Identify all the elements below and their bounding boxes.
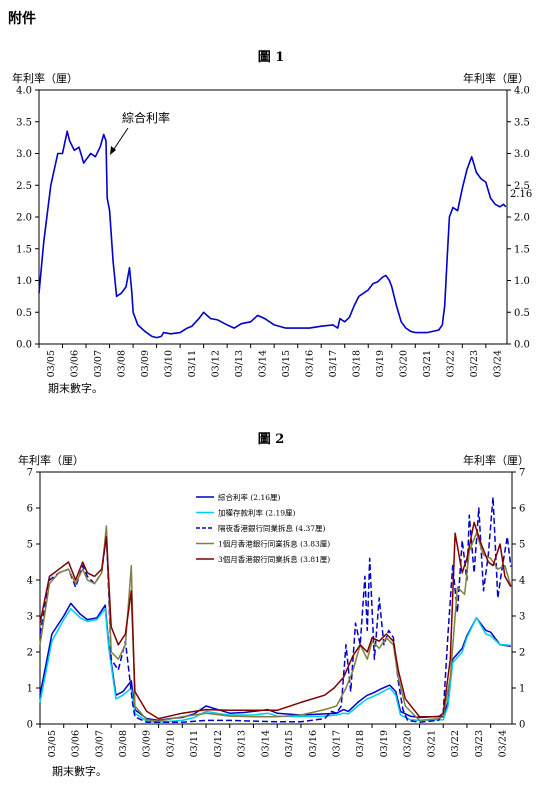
- chart2-xtick-label: 03/15: [284, 730, 295, 757]
- chart2-ytick-label-right: 1: [519, 684, 525, 695]
- chart1-xtick-label: 03/05: [46, 350, 57, 377]
- chart1-ytick-label-left: 2.5: [16, 181, 32, 192]
- chart2-xtick-label: 03/09: [142, 730, 153, 757]
- chart2-xtick-label: 03/08: [118, 730, 129, 757]
- chart1-xtick-label: 03/07: [93, 350, 104, 377]
- chart2-xtick-label: 03/24: [498, 730, 509, 757]
- chart1-title: 圖 1: [257, 50, 285, 65]
- chart1-xtick-label: 03/20: [399, 350, 410, 377]
- chart2-legend-entry: 加權存款利率 (2.19厘): [218, 508, 296, 518]
- chart2-xtick-label: 03/21: [426, 730, 437, 757]
- chart1-ytick-label-left: 4.0: [16, 86, 32, 97]
- chart2-xtick-label: 03/07: [94, 730, 105, 757]
- chart1-ytick-label-left: 1.5: [16, 244, 32, 255]
- chart2-title: 圖 2: [257, 432, 285, 447]
- chart2-xtick-label: 03/20: [403, 730, 414, 757]
- chart2-ytick-label-left: 7: [27, 468, 33, 479]
- chart1-ytick-label-left: 0.0: [16, 340, 32, 351]
- chart2-ytick-label-right: 2: [519, 648, 525, 659]
- chart2-ytick-label-left: 6: [27, 504, 33, 515]
- chart2-ytick-label-left: 0: [27, 720, 33, 731]
- chart2-plot-frame: [39, 471, 513, 725]
- chart1-ytick-label-right: 2.5: [514, 181, 530, 192]
- chart1-xtick-label: 03/11: [187, 350, 198, 377]
- chart2-xtick-label: 03/23: [474, 730, 485, 757]
- chart1-series-line: [38, 130, 507, 339]
- chart2-ytick-label-left: 5: [27, 540, 33, 551]
- chart2-series-line: [39, 525, 512, 722]
- chart2-xtick-label: 03/16: [308, 730, 319, 757]
- chart1-ytick-label-left: 1.0: [16, 276, 32, 287]
- chart1-ylabel-right: 年利率（厘）: [463, 72, 529, 85]
- chart1-ytick-label-right: 3.0: [514, 149, 530, 160]
- chart1-xtick-label: 03/17: [328, 350, 339, 377]
- chart2-legend-entry: 隔夜香港銀行同業拆息 (4.37厘): [218, 523, 326, 533]
- chart2-legend: 綜合利率 (2.16厘) 加權存款利率 (2.19厘) 隔夜香港銀行同業拆息 (4.…: [196, 492, 330, 564]
- chart1-ytick-label-right: 0.5: [514, 308, 530, 319]
- chart2-ytick-label-right: 3: [519, 612, 525, 623]
- chart2-legend-entry: 綜合利率 (2.16厘): [218, 492, 281, 502]
- chart1-xtick-label: 03/18: [351, 350, 362, 377]
- chart2-xtick-label: 03/14: [260, 730, 271, 757]
- chart2-xtick-label: 03/17: [331, 730, 342, 757]
- chart1-ylabel-left: 年利率（厘）: [12, 72, 78, 85]
- chart2-xtick-label: 03/05: [47, 730, 58, 757]
- chart1-xtick-label: 03/15: [281, 350, 292, 377]
- chart2-xtick-label: 03/22: [450, 730, 461, 757]
- chart1-annotation-arrow-shaft: [111, 127, 129, 153]
- chart1-ytick-label-right: 1.0: [514, 276, 530, 287]
- chart1-ytick-label-right: 1.5: [514, 244, 530, 255]
- chart2-xtick-label: 03/19: [379, 730, 390, 757]
- chart2-ylabel-right: 年利率（厘）: [463, 454, 529, 467]
- chart1-end-label: 2.16: [510, 189, 532, 200]
- chart1-ytick-label-right: 4.0: [514, 86, 530, 97]
- chart1-footnote: 期末數字。: [48, 382, 103, 395]
- chart2-footnote: 期末數字。: [52, 765, 107, 778]
- chart1-xtick-label: 03/09: [140, 350, 151, 377]
- chart2-xtick-label: 03/18: [355, 730, 366, 757]
- chart1-xtick-label: 03/21: [422, 350, 433, 377]
- chart1-ytick-label-right: 2.0: [514, 213, 530, 224]
- chart1-xtick-label: 03/22: [446, 350, 457, 377]
- chart2-ytick-label-right: 6: [519, 504, 525, 515]
- chart2-xtick-label: 03/06: [71, 730, 82, 757]
- chart1-xtick-label: 03/23: [469, 350, 480, 377]
- chart1-ytick-label-left: 3.0: [16, 149, 32, 160]
- chart2-xtick-label: 03/13: [237, 730, 248, 757]
- chart1-xtick-label: 03/12: [210, 350, 221, 377]
- chart1-ytick-label-left: 3.5: [16, 117, 32, 128]
- chart2-series-line: [39, 521, 512, 720]
- chart2-legend-entry: 1個月香港銀行同業拆息 (3.83厘): [218, 539, 330, 549]
- chart1-ytick-label-right: 3.5: [514, 117, 530, 128]
- chart2-ytick-label-right: 4: [519, 576, 525, 587]
- chart1-xtick-label: 03/06: [69, 350, 80, 377]
- chart1-plot: 0.0 0.0 0.5 0.5 1.0 1.0 1.5 1.5 2.0 2.0 2.5 2.5 3.0 3…: [16, 86, 532, 378]
- annex-label: 附件: [8, 11, 36, 27]
- chart2-ytick-label-left: 3: [27, 612, 33, 623]
- chart2-xtick-label: 03/11: [189, 730, 200, 757]
- chart2-ytick-label-left: 4: [27, 576, 33, 587]
- chart2-ytick-label-right: 7: [519, 468, 525, 479]
- chart1-ytick-label-right: 0.0: [514, 340, 530, 351]
- chart2-ytick-label-right: 5: [519, 540, 525, 551]
- chart2-ylabel-left: 年利率（厘）: [18, 454, 84, 467]
- chart2-xtick-label: 03/12: [213, 730, 224, 757]
- chart2-xtick-label: 03/10: [165, 730, 176, 757]
- chart1-xtick-label: 03/10: [163, 350, 174, 377]
- chart1-xtick-label: 03/13: [234, 350, 245, 377]
- chart1-annotation: 綜合利率: [122, 110, 170, 125]
- chart2-ytick-label-left: 1: [27, 684, 33, 695]
- chart1-xtick-label: 03/24: [493, 350, 504, 377]
- chart1-ytick-label-left: 2.0: [16, 213, 32, 224]
- chart2-ytick-label-right: 0: [519, 720, 525, 731]
- chart2-ytick-label-left: 2: [27, 648, 33, 659]
- chart1-ytick-label-left: 0.5: [16, 308, 32, 319]
- chart2-legend-entry: 3個月香港銀行同業拆息 (3.81厘): [218, 554, 330, 564]
- chart1-xtick-label: 03/08: [116, 350, 127, 377]
- chart1-annotation-arrow-head: [110, 146, 116, 155]
- chart1-xtick-label: 03/14: [257, 350, 268, 377]
- chart1-xtick-label: 03/16: [304, 350, 315, 377]
- chart1-xtick-label: 03/19: [375, 350, 386, 377]
